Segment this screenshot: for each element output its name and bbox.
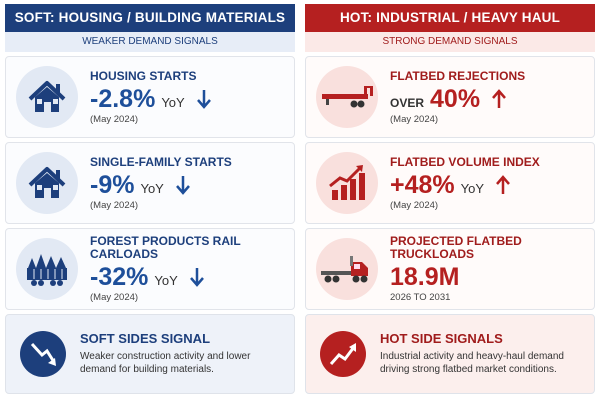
metric-icon-graphic	[321, 256, 368, 283]
metric-unit: YoY	[161, 94, 185, 110]
metric-icon-graphic	[28, 167, 66, 198]
metric-value-row: -2.8% YoY	[90, 85, 286, 113]
metric-label: HOUSING STARTS	[90, 68, 197, 83]
metric-text: PROJECTED FLATBED TRUCKLOADS 18.9M 2026 TO…	[390, 233, 586, 305]
metric-date: (May 2024)	[90, 113, 139, 125]
metric-date: (May 2024)	[90, 292, 139, 303]
trend-arrow-graphic	[492, 88, 507, 108]
summary-icon-graphic	[329, 343, 356, 365]
metric-icon-graphic	[27, 254, 67, 286]
trend-arrow-graphic	[189, 268, 204, 287]
metric-text: FLATBED REJECTIONS OVER 40% (May 2024)	[390, 61, 586, 133]
trend-arrow-graphic	[496, 174, 510, 194]
metric-value-row: -9% YoY	[90, 171, 286, 199]
metric-icon	[316, 66, 378, 128]
metric-date: 2026 TO 2031	[390, 292, 451, 303]
metric-value: 18.9M	[390, 263, 460, 291]
trend-arrow	[496, 174, 510, 195]
metric-value-row: OVER 40%	[390, 85, 586, 113]
metric-text: SINGLE-FAMILY STARTS -9% YoY (May 2024)	[90, 147, 286, 219]
column-header: SOFT: HOUSING / BUILDING MATERIALS	[5, 4, 295, 32]
metric-card: HOUSING STARTS -2.8% YoY (May 2024)	[5, 56, 295, 138]
metric-value: -32%	[90, 263, 149, 291]
metric-value: -9%	[90, 170, 135, 199]
summary-body: Industrial activity and heavy-haul deman…	[380, 351, 564, 375]
metric-card: SINGLE-FAMILY STARTS -9% YoY (May 2024)	[5, 142, 295, 224]
trend-arrow	[196, 89, 211, 109]
metric-value: 40%	[430, 84, 481, 113]
trend-arrow	[175, 175, 190, 195]
metric-value-row: +48% YoY	[390, 171, 586, 199]
summary-body: Weaker construction activity and lower d…	[80, 351, 251, 375]
summary-title: HOT SIDE SIGNALS	[380, 331, 503, 346]
metric-text: HOUSING STARTS -2.8% YoY (May 2024)	[90, 61, 286, 133]
metric-label: PROJECTED FLATBED TRUCKLOADS	[390, 234, 522, 261]
metric-card: FLATBED REJECTIONS OVER 40% (May 2024)	[305, 56, 595, 138]
metric-label: FLATBED REJECTIONS	[390, 68, 526, 83]
summary-icon	[320, 331, 366, 377]
metric-card: PROJECTED FLATBED TRUCKLOADS 18.9M 2026 TO…	[305, 228, 595, 310]
metric-icon-graphic	[28, 81, 66, 112]
trend-arrow-graphic	[175, 175, 190, 195]
right-column: HOT: INDUSTRIAL / HEAVY HAUL STRONG DEMAN…	[305, 4, 595, 394]
metric-value: -2.8%	[90, 84, 156, 113]
metric-value-row: -32% YoY	[90, 263, 286, 291]
metric-date: (May 2024)	[390, 113, 439, 125]
summary-card: SOFT SIDES SIGNAL Weaker construction act…	[5, 314, 295, 394]
column-subheader: WEAKER DEMAND SIGNALS	[5, 32, 295, 52]
metric-unit: YoY	[154, 273, 178, 288]
metric-date: (May 2024)	[90, 199, 139, 211]
metric-label: FOREST PRODUCTS RAIL CARLOADS	[90, 234, 241, 261]
metric-icon	[16, 238, 78, 300]
metric-card: FLATBED VOLUME INDEX +48% YoY (May 2024)	[305, 142, 595, 224]
summary-text: HOT SIDE SIGNALS Industrial activity and …	[380, 331, 585, 376]
trend-arrow	[189, 267, 204, 287]
column-subheader: STRONG DEMAND SIGNALS	[305, 32, 595, 52]
metric-unit: YoY	[140, 180, 164, 196]
summary-icon	[20, 331, 66, 377]
metric-text: FOREST PRODUCTS RAIL CARLOADS -32% YoY (May…	[90, 233, 286, 305]
metric-icon	[16, 152, 78, 214]
metric-text: FLATBED VOLUME INDEX +48% YoY (May 2024)	[390, 147, 586, 219]
column-header: HOT: INDUSTRIAL / HEAVY HAUL	[305, 4, 595, 32]
summary-text: SOFT SIDES SIGNAL Weaker construction act…	[80, 331, 285, 376]
metric-label: FLATBED VOLUME INDEX	[390, 154, 540, 169]
metric-icon-graphic	[329, 165, 365, 200]
metric-label: SINGLE-FAMILY STARTS	[90, 154, 232, 169]
metric-card: FOREST PRODUCTS RAIL CARLOADS -32% YoY (May…	[5, 228, 295, 310]
metric-prefix: OVER	[390, 95, 425, 110]
metric-icon	[316, 152, 378, 214]
metric-value: +48%	[390, 170, 455, 199]
metric-value-row: 18.9M	[390, 263, 586, 291]
metric-unit: YoY	[460, 180, 485, 196]
summary-card: HOT SIDE SIGNALS Industrial activity and …	[305, 314, 595, 394]
trend-arrow	[492, 88, 507, 109]
left-column: SOFT: HOUSING / BUILDING MATERIALS WEAKER…	[5, 4, 295, 394]
summary-icon-graphic	[30, 342, 56, 366]
summary-title: SOFT SIDES SIGNAL	[80, 331, 211, 346]
metric-icon-graphic	[322, 86, 373, 108]
metric-icon	[16, 66, 78, 128]
metric-icon	[316, 238, 378, 300]
trend-arrow-graphic	[196, 89, 211, 109]
metric-date: (May 2024)	[390, 199, 439, 211]
